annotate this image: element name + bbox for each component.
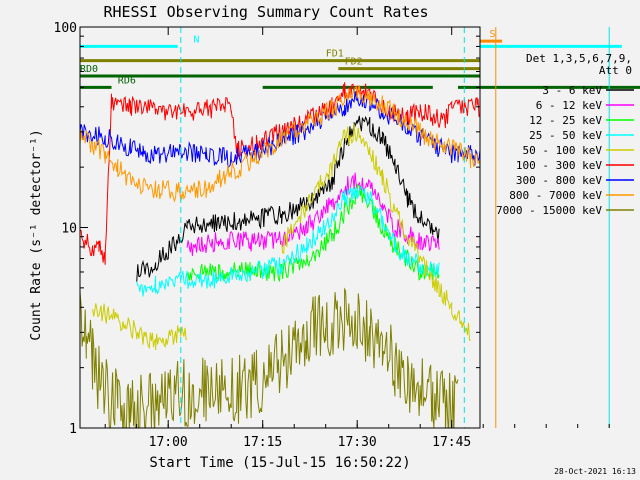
x-tick-label: 17:30 [338, 435, 377, 450]
series-layer [80, 82, 480, 428]
legend: Det 1,3,5,6,7,9,Att 0 3 - 6 keV 6 - 12 keV… [496, 52, 634, 217]
legend-entry-label: 12 - 25 keV [529, 114, 602, 127]
y-tick-label: 100 [54, 21, 77, 36]
y-tick-label: 1 [69, 422, 77, 437]
legend-entry-label: 7000 - 15000 keV [496, 204, 602, 217]
series-line-4 [92, 123, 471, 351]
legend-entry-label: 100 - 300 keV [516, 159, 602, 172]
x-tick-label: 17:00 [149, 435, 188, 450]
legend-entry-label: 6 - 12 keV [536, 99, 603, 112]
y-tick-label: 10 [61, 222, 77, 237]
series-line-3 [136, 185, 440, 297]
track-label-rd0: RD0 [80, 64, 98, 75]
chart-title: RHESSI Observing Summary Count Rates [103, 3, 428, 21]
legend-entry-label: 25 - 50 keV [529, 129, 602, 142]
track-label-fd1: FD1 [326, 49, 344, 60]
series-line-7 [80, 85, 480, 203]
legend-entry-label: 800 - 7000 keV [509, 189, 602, 202]
legend-entry-label: 3 - 6 keV [542, 84, 602, 97]
timestamp: 28-Oct-2021 16:13 [554, 467, 636, 476]
y-axis-label: Count Rate (s⁻¹ detector⁻¹) [29, 129, 44, 340]
time-markers [180, 27, 610, 428]
track-label-fd2: FD2 [345, 57, 363, 68]
legend-entry-label: 50 - 100 keV [523, 144, 603, 157]
x-tick-label: 17:15 [243, 435, 282, 450]
series-line-6 [80, 91, 480, 170]
legend-header: Att 0 [599, 64, 632, 77]
track-label-s: S [490, 29, 496, 40]
x-axis-label: Start Time (15-Jul-15 16:50:22) [149, 455, 410, 471]
series-line-0 [136, 115, 440, 282]
series-line-8 [80, 287, 459, 428]
legend-entry-label: 300 - 800 keV [516, 174, 602, 187]
series-line-1 [186, 172, 440, 256]
track-label-n: N [193, 34, 199, 45]
x-tick-label: 17:45 [432, 435, 471, 450]
axes: 17:00 17:15 17:30 17:45 1 10 100 [54, 21, 610, 450]
legend-header: Det 1,3,5,6,7,9, [526, 52, 632, 65]
track-label-rd6: RD6 [118, 75, 136, 86]
